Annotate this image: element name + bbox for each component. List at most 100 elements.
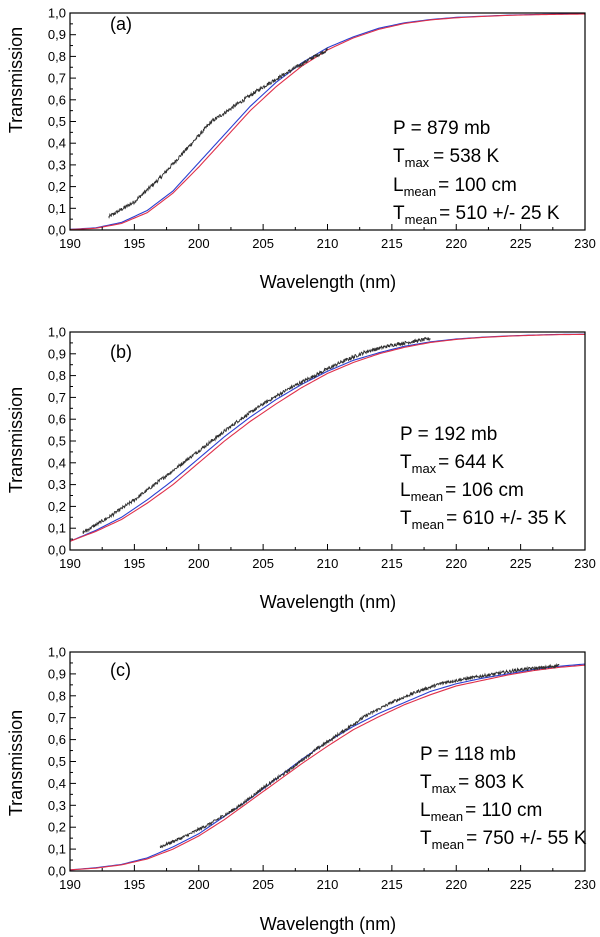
annotation-box: P = 879 mb Tmax = 538 K Lmean = 100 cm Tme… <box>393 118 560 227</box>
tmean-label: Tmean = 510 +/- 25 K <box>393 203 560 227</box>
y-tick-label: 0,6 <box>48 732 66 747</box>
y-tick-label: 0,9 <box>48 346 66 361</box>
y-tick-label: 0,1 <box>48 521 66 536</box>
tmean-label: Tmean = 750 +/- 55 K <box>420 828 587 852</box>
tmax-label: Tmax = 538 K <box>393 146 500 170</box>
x-tick-label: 205 <box>252 236 274 251</box>
pressure-label: P = 879 mb <box>393 118 490 139</box>
tmax-sub: max <box>412 461 437 476</box>
x-tick-label: 230 <box>574 877 596 892</box>
lmean-value: = 110 cm <box>465 800 542 821</box>
x-tick-label: 220 <box>445 877 467 892</box>
plot-frame <box>69 12 586 231</box>
x-tick-label: 205 <box>252 877 274 892</box>
y-tick-label: 0,4 <box>48 776 66 791</box>
tmean-sub: mean <box>405 212 438 227</box>
y-tick-label: 0,2 <box>48 499 66 514</box>
y-tick-label: 0,2 <box>48 820 66 835</box>
series-line-model-blue <box>69 13 586 230</box>
chart-panel-0: 190 195 200 205 210 215 220 225 230 0,0 0,1 0,2 0,3 0… <box>48 6 596 252</box>
y-tick-label: 0,3 <box>48 157 66 172</box>
x-tick-label: 190 <box>59 236 81 251</box>
y-tick-label: 0,0 <box>48 223 66 238</box>
annotation-box: P = 192 mb Tmax = 644 K Lmean = 106 cm Tme… <box>400 424 567 532</box>
y-tick-label: 0,5 <box>48 434 66 449</box>
annotation-box: P = 118 mb Tmax = 803 K Lmean = 110 cm Tme… <box>420 744 587 852</box>
y-tick-label: 0,8 <box>48 688 66 703</box>
tmean-value: = 750 +/- 55 K <box>466 828 587 849</box>
x-tick-label: 220 <box>445 556 467 571</box>
tmean-base: T <box>420 828 432 849</box>
x-tick-label: 195 <box>124 877 146 892</box>
panel-label: (b) <box>110 342 132 362</box>
tmax-base: T <box>400 452 412 473</box>
pressure-label: P = 192 mb <box>400 424 497 445</box>
y-tick-label: 0,7 <box>48 710 66 725</box>
tmean-base: T <box>393 203 405 224</box>
x-axis-title: Wavelength (nm) <box>260 272 396 292</box>
y-tick-label: 0,6 <box>48 92 66 107</box>
tmax-base: T <box>393 146 405 167</box>
x-tick-label: 225 <box>510 556 532 571</box>
x-tick-label: 190 <box>59 877 81 892</box>
x-tick-label: 210 <box>317 556 339 571</box>
y-tick-label: 0,3 <box>48 477 66 492</box>
y-tick-label: 1,0 <box>48 325 66 340</box>
x-tick-label: 215 <box>381 236 403 251</box>
lmean-sub: mean <box>404 184 437 199</box>
panel-label: (c) <box>110 660 131 680</box>
x-axis-title: Wavelength (nm) <box>260 592 396 612</box>
tmax-base: T <box>420 772 432 793</box>
x-tick-label: 200 <box>188 556 210 571</box>
tmax-sub: max <box>405 155 430 170</box>
y-tick-label: 0,1 <box>48 842 66 857</box>
tmax-label: Tmax = 803 K <box>420 772 525 796</box>
y-tick-label: 0,4 <box>48 136 66 151</box>
y-tick-label: 1,0 <box>48 6 66 21</box>
x-tick-label: 205 <box>252 556 274 571</box>
y-tick-label: 0,2 <box>48 179 66 194</box>
x-tick-label: 190 <box>59 556 81 571</box>
lmean-label: Lmean = 106 cm <box>400 480 524 504</box>
y-tick-label: 0,8 <box>48 49 66 64</box>
lmean-value: = 106 cm <box>445 480 524 501</box>
series-line-measured <box>159 662 560 849</box>
y-tick-label: 1,0 <box>48 645 66 660</box>
x-tick-label: 220 <box>445 236 467 251</box>
tmean-label: Tmean = 610 +/- 35 K <box>400 508 567 532</box>
y-tick-label: 0,4 <box>48 455 66 470</box>
panel-a: Transmission Wavelength (nm) (a) P = 879… <box>6 14 560 292</box>
x-tick-label: 195 <box>124 236 146 251</box>
x-tick-label: 195 <box>124 556 146 571</box>
series-line-measured <box>108 46 328 219</box>
lmean-sub: mean <box>431 809 464 824</box>
y-tick-label: 0,3 <box>48 798 66 813</box>
lmean-sub: mean <box>411 489 444 504</box>
x-tick-label: 225 <box>510 236 532 251</box>
x-axis-title: Wavelength (nm) <box>260 914 396 934</box>
tmean-sub: mean <box>412 517 445 532</box>
tmean-base: T <box>400 508 412 529</box>
y-axis-title: Transmission <box>6 27 26 133</box>
panel-b: Transmission Wavelength (nm) (b) P = 192… <box>6 342 567 612</box>
lmean-label: Lmean = 100 cm <box>393 175 517 199</box>
tmax-sub: max <box>432 781 457 796</box>
y-axis-title: Transmission <box>6 387 26 493</box>
lmean-base: L <box>400 480 411 501</box>
chart-panel-1: 190 195 200 205 210 215 220 225 230 0,0 0,1 0,2 0,3 0… <box>48 325 596 572</box>
y-tick-label: 0,1 <box>48 201 66 216</box>
tmean-value: = 510 +/- 25 K <box>439 203 560 224</box>
tmean-value: = 610 +/- 35 K <box>446 508 567 529</box>
y-tick-label: 0,0 <box>48 543 66 558</box>
tmax-value: = 644 K <box>438 452 504 473</box>
tmax-value: = 803 K <box>458 772 524 793</box>
series-line-model-red <box>69 13 586 231</box>
lmean-value: = 100 cm <box>438 175 517 196</box>
lmean-base: L <box>393 175 404 196</box>
panel-label: (a) <box>110 14 132 34</box>
pressure-label: P = 118 mb <box>420 744 516 765</box>
y-tick-label: 0,0 <box>48 864 66 879</box>
y-tick-label: 0,8 <box>48 368 66 383</box>
x-tick-label: 215 <box>381 877 403 892</box>
series-line-measured <box>82 336 431 534</box>
